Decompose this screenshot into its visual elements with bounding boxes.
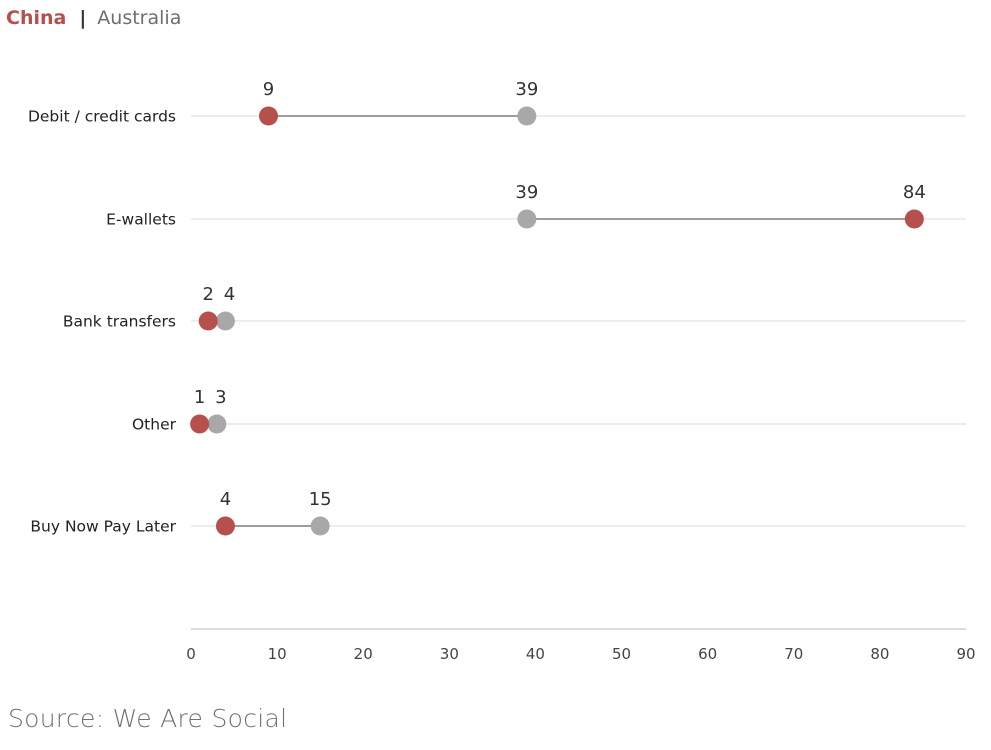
category-label: Other	[132, 416, 177, 434]
legend-china: China	[6, 7, 67, 29]
point-australia	[215, 311, 235, 331]
legend-separator: |	[79, 7, 87, 29]
point-china	[198, 311, 218, 331]
x-tick-label: 80	[870, 645, 889, 663]
x-tick-label: 30	[440, 645, 459, 663]
data-label-australia: 4	[224, 284, 235, 305]
x-tick-label: 70	[784, 645, 803, 663]
x-tick-label: 20	[354, 645, 373, 663]
category-label: Bank transfers	[63, 313, 176, 331]
data-label-australia: 15	[309, 489, 332, 510]
x-tick-label: 60	[698, 645, 717, 663]
point-australia	[207, 414, 227, 434]
point-china	[190, 414, 210, 434]
point-australia	[310, 516, 330, 536]
point-australia	[517, 209, 537, 229]
point-china	[904, 209, 924, 229]
source-note: Source: We Are Social	[8, 704, 288, 733]
data-label-china: 2	[202, 284, 213, 305]
data-label-china: 1	[194, 387, 205, 408]
data-label-china: 9	[263, 79, 274, 100]
data-label-china: 84	[903, 182, 926, 203]
data-label-australia: 39	[515, 182, 538, 203]
legend: China | Australia	[6, 4, 181, 32]
x-tick-label: 40	[526, 645, 545, 663]
point-china	[215, 516, 235, 536]
legend-australia: Australia	[97, 7, 182, 29]
category-label: E-wallets	[106, 211, 176, 229]
point-china	[259, 106, 278, 126]
data-label-australia: 3	[215, 387, 226, 408]
x-tick-label: 50	[612, 645, 631, 663]
x-tick-label: 0	[186, 645, 196, 663]
x-tick-label: 90	[956, 645, 975, 663]
data-label-australia: 39	[515, 79, 538, 100]
data-label-china: 4	[220, 489, 231, 510]
point-australia	[517, 106, 537, 126]
x-tick-label: 10	[268, 645, 287, 663]
category-label: Buy Now Pay Later	[30, 518, 176, 536]
dumbbell-chart: 0 10 20 30 40 50 60 70 80 90 Debit / credit cards 9…	[28, 79, 976, 663]
category-label: Debit / credit cards	[28, 108, 176, 126]
